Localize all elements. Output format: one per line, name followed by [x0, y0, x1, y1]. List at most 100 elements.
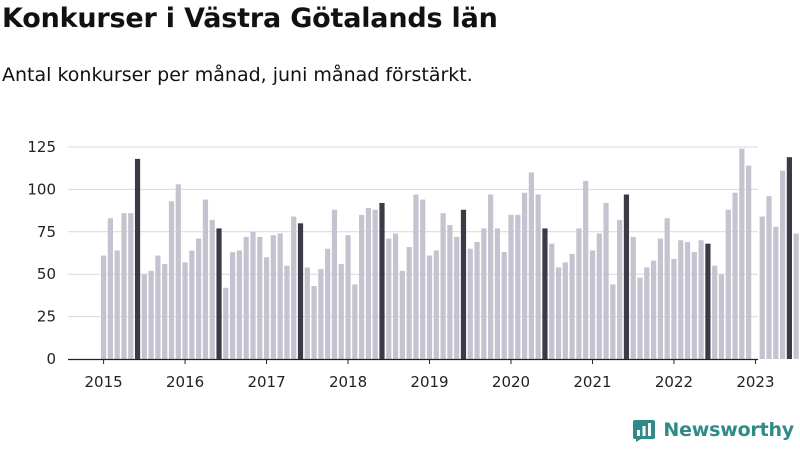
bar	[114, 250, 120, 359]
bar	[460, 209, 467, 359]
bar	[630, 236, 636, 359]
bar	[786, 157, 792, 359]
bar	[128, 213, 134, 359]
bar	[657, 238, 663, 359]
bar	[712, 265, 718, 359]
bar	[705, 243, 711, 359]
bar	[107, 218, 113, 359]
bar	[284, 265, 290, 359]
bar	[196, 238, 202, 359]
bar	[746, 165, 752, 359]
bar	[508, 214, 514, 359]
bar	[291, 216, 297, 359]
bar	[202, 199, 209, 359]
bar	[433, 250, 439, 359]
bar	[678, 240, 684, 359]
bar	[236, 250, 242, 359]
y-tick-label: 100	[27, 180, 56, 198]
bar	[359, 214, 365, 359]
bar	[454, 236, 460, 359]
x-tick-label: 2020	[492, 373, 530, 391]
bar	[243, 236, 249, 359]
bar	[521, 192, 528, 359]
bar	[365, 208, 372, 359]
x-tick-label: 2023	[736, 373, 774, 391]
bar	[718, 274, 725, 359]
x-tick-label: 2018	[329, 373, 367, 391]
bar	[168, 201, 175, 359]
bar	[535, 194, 541, 359]
bar	[440, 213, 446, 359]
bar	[406, 247, 412, 359]
bar	[277, 233, 283, 359]
bar	[426, 255, 433, 359]
y-tick-label: 75	[37, 223, 56, 241]
bar	[447, 225, 453, 359]
bar	[603, 202, 609, 359]
bar	[759, 216, 765, 359]
bar	[263, 257, 270, 359]
bar	[189, 250, 195, 359]
bar	[637, 277, 643, 359]
bar	[671, 258, 677, 359]
bar	[610, 284, 616, 359]
bar	[664, 218, 670, 359]
bar	[650, 260, 657, 359]
bar	[515, 214, 521, 359]
bar	[488, 194, 494, 359]
bar	[583, 180, 589, 359]
x-tick-label: 2022	[655, 373, 693, 391]
bar	[773, 226, 779, 359]
bar	[386, 238, 392, 359]
bar	[542, 228, 548, 359]
bar	[250, 231, 256, 359]
bar	[257, 236, 263, 359]
bar	[644, 267, 650, 359]
bar	[379, 202, 385, 359]
bar	[562, 262, 568, 359]
chart-subtitle: Antal konkurser per månad, juni månad fö…	[2, 64, 473, 86]
bar	[230, 252, 236, 359]
x-tick-label: 2021	[573, 373, 611, 391]
bar	[162, 264, 168, 359]
bar	[413, 194, 419, 359]
bar	[589, 250, 596, 359]
bar	[399, 270, 405, 359]
bar	[345, 235, 351, 359]
bar	[121, 213, 127, 359]
y-tick-label: 125	[27, 138, 56, 156]
bar	[474, 241, 480, 359]
bar	[101, 255, 107, 359]
bar	[793, 233, 799, 359]
bar	[311, 286, 317, 359]
bar	[467, 248, 473, 359]
bar	[331, 209, 338, 359]
x-tick-label: 2017	[247, 373, 285, 391]
bar	[780, 170, 786, 359]
bar	[141, 274, 147, 359]
bar	[338, 264, 344, 359]
bar	[501, 252, 507, 359]
chart-title: Konkurser i Västra Götalands län	[2, 3, 498, 34]
bar	[596, 233, 602, 359]
bar	[372, 209, 378, 359]
bar	[766, 196, 772, 359]
bar	[325, 248, 331, 359]
bar	[352, 284, 358, 359]
bar	[304, 267, 310, 359]
y-tick-label: 0	[46, 350, 56, 368]
bar	[270, 235, 276, 359]
bar	[691, 252, 697, 359]
bar	[148, 270, 154, 359]
bar	[528, 172, 534, 359]
bar	[732, 192, 738, 359]
bar	[494, 228, 501, 359]
brand-logo: Newsworthy	[632, 418, 794, 442]
bar	[134, 158, 141, 359]
bar	[209, 219, 215, 359]
bar	[155, 255, 161, 359]
bar	[617, 219, 623, 359]
bar	[297, 223, 304, 359]
bar	[216, 228, 222, 359]
